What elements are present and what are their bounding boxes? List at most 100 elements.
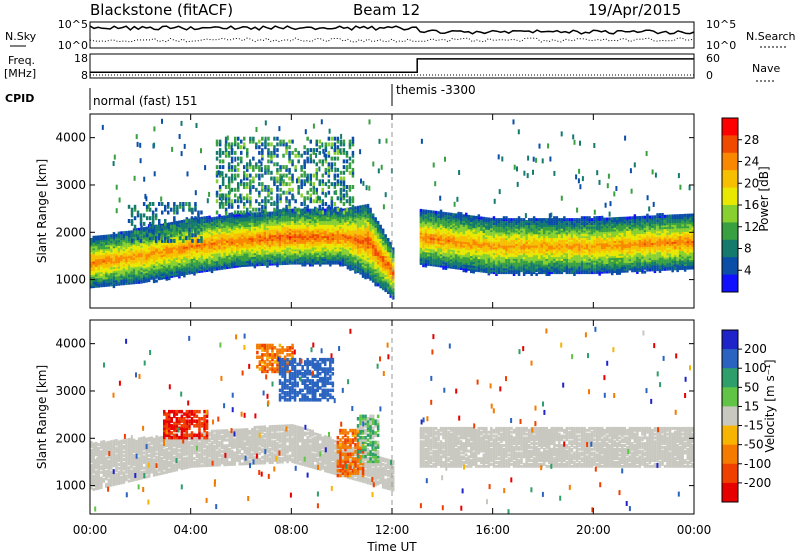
power-cell — [246, 222, 249, 226]
power-cell — [122, 236, 126, 240]
power-cell — [233, 232, 236, 236]
power-cell — [283, 250, 287, 254]
power-cell — [147, 243, 151, 247]
power-cell — [276, 232, 279, 236]
power-cell — [97, 256, 100, 260]
power-cell — [173, 268, 176, 272]
noise-traces — [89, 25, 695, 43]
power-cell — [286, 216, 289, 220]
power-cell — [145, 249, 148, 253]
power-cell — [354, 206, 357, 210]
power-cell — [236, 221, 239, 225]
power-cell — [266, 247, 269, 251]
power-cell — [110, 238, 113, 241]
power-cell — [263, 213, 267, 217]
power-cell — [271, 228, 274, 232]
power-cell — [180, 223, 184, 227]
power-cell — [223, 266, 226, 270]
power-cell — [233, 259, 236, 263]
power-cell — [198, 222, 201, 226]
power-cell — [256, 214, 259, 218]
power-cell — [185, 232, 189, 236]
power-cell — [125, 276, 128, 280]
power-cell — [281, 247, 284, 250]
power-cell — [215, 244, 219, 248]
power-cell — [140, 263, 143, 267]
power-cell — [261, 221, 264, 225]
power-cell — [276, 218, 279, 222]
power-cell — [193, 242, 196, 246]
power-cell — [150, 227, 153, 231]
power-cell — [105, 234, 108, 238]
power-cell — [291, 227, 294, 231]
power-cell — [268, 221, 272, 225]
power-cell — [132, 239, 136, 243]
power-cell — [256, 212, 259, 216]
freq-trace — [90, 58, 694, 73]
power-cell — [100, 256, 103, 259]
power-cell — [268, 253, 272, 257]
power-cell — [110, 234, 113, 238]
power-cell — [112, 243, 116, 247]
power-cell — [175, 266, 179, 270]
power-cell — [291, 254, 294, 258]
power-cell — [223, 234, 226, 238]
power-cell — [195, 266, 199, 270]
power-cell — [253, 263, 257, 267]
power-cell — [241, 262, 244, 266]
power-cell — [163, 247, 166, 251]
power-cell — [165, 272, 168, 275]
power-cell — [258, 232, 262, 236]
power-cell — [208, 232, 211, 236]
power-cell — [296, 256, 299, 259]
power-cell — [238, 254, 241, 258]
power-cell — [281, 235, 284, 239]
power-cell — [205, 261, 209, 265]
power-cell — [437, 211, 440, 215]
power-cell — [110, 260, 113, 264]
power-cell — [286, 261, 289, 265]
power-cell — [278, 256, 282, 260]
power-cell — [155, 241, 158, 245]
power-cell — [130, 255, 133, 258]
power-cell — [137, 227, 141, 231]
power-cell — [261, 263, 264, 266]
power-cell — [248, 231, 251, 235]
power-cell — [122, 265, 126, 269]
power-cell — [165, 243, 168, 247]
power-cell — [253, 259, 257, 263]
power-cell — [225, 256, 229, 260]
power-cell — [150, 242, 153, 246]
power-cell — [253, 252, 257, 255]
power-cell — [168, 260, 171, 264]
power-cell — [532, 216, 536, 220]
freq-tick-bottom: 8 — [81, 69, 88, 82]
power-cell — [266, 226, 269, 230]
power-cell — [127, 266, 131, 270]
power-cell — [95, 243, 98, 247]
power-cell — [155, 253, 158, 257]
power-cell — [122, 240, 126, 244]
power-cell — [248, 229, 251, 233]
power-cell — [127, 268, 131, 272]
power-cell — [147, 273, 151, 277]
power-cell — [248, 259, 251, 263]
power-cell — [200, 248, 204, 252]
power-cell — [195, 225, 199, 228]
power-cell — [168, 243, 171, 247]
power-cell — [188, 252, 191, 256]
power-cell — [288, 242, 292, 246]
power-cell — [220, 264, 224, 268]
power-cell — [210, 262, 214, 266]
power-cell — [266, 225, 269, 228]
power-cell — [263, 234, 267, 238]
power-cell — [122, 272, 126, 276]
power-cell — [515, 218, 518, 222]
power-cell — [238, 217, 241, 220]
power-cell — [102, 270, 106, 274]
power-cell — [158, 256, 161, 260]
power-cell — [293, 252, 297, 256]
power-cell — [163, 251, 166, 255]
power-cell — [273, 253, 277, 256]
power-cell — [125, 240, 128, 244]
